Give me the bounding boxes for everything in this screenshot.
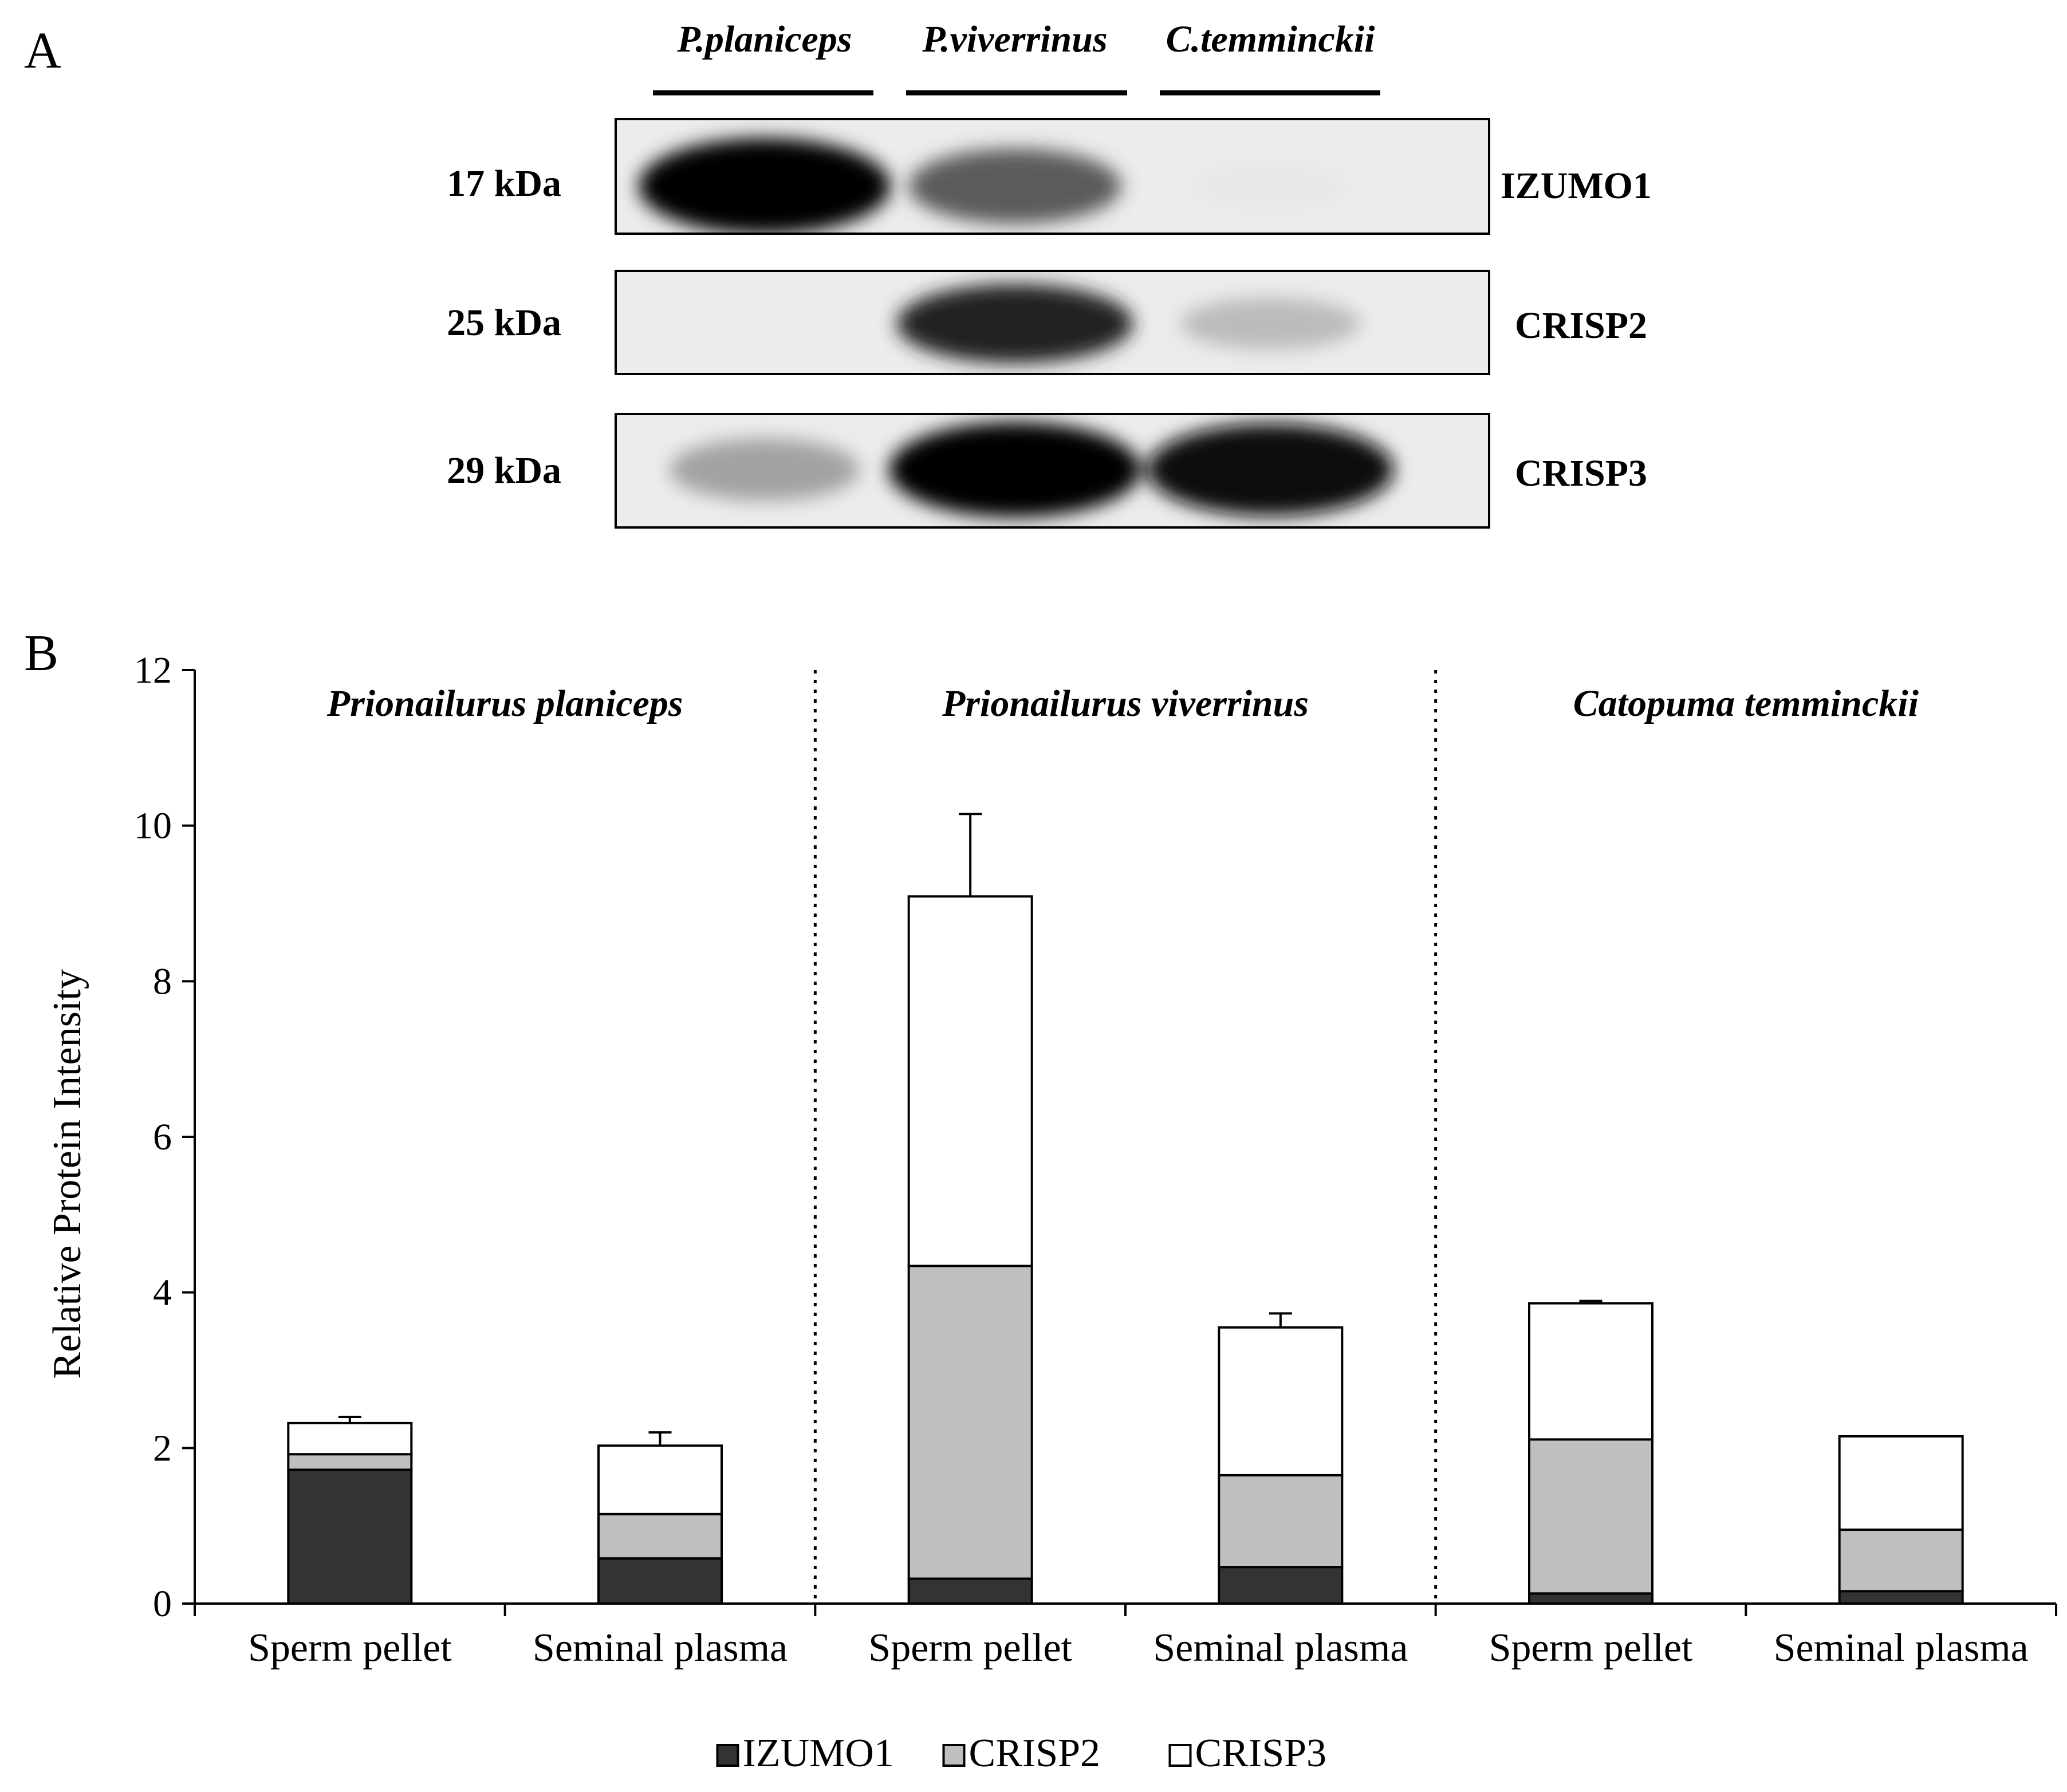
species-headers: P.planiceps P.viverrinus C.temminckii	[653, 18, 1380, 96]
legend-swatch	[1168, 1744, 1192, 1767]
blot-band	[670, 438, 860, 501]
blot-kda-label: 25 kDa	[447, 302, 561, 344]
bar-segment	[597, 1513, 723, 1560]
bar-segment	[1838, 1435, 1964, 1531]
legend-label: CRISP3	[1195, 1731, 1327, 1775]
x-tick-label: Sperm pellet	[868, 1626, 1072, 1670]
y-tick-label: 10	[134, 805, 172, 847]
blot-band	[908, 148, 1121, 224]
bar-segment	[1528, 1302, 1653, 1441]
blot-band	[896, 283, 1133, 364]
legend-swatch	[716, 1744, 739, 1767]
y-tick-label: 12	[134, 649, 172, 691]
legend-label: CRISP2	[969, 1731, 1101, 1775]
y-tick-label: 4	[153, 1272, 172, 1314]
species-label-1: P.viverrinus	[922, 18, 1107, 60]
bar-segment	[1218, 1566, 1344, 1605]
blot-frame	[615, 270, 1490, 375]
species-label-2: C.temminckii	[1166, 18, 1376, 60]
blot-protein-label: CRISP2	[1515, 305, 1647, 346]
panel-b-label: B	[24, 625, 58, 682]
blot-bands	[896, 283, 1360, 364]
x-tick-label: Seminal plasma	[533, 1626, 788, 1670]
blot-protein-label: CRISP3	[1515, 452, 1647, 494]
y-tick-label: 6	[153, 1116, 172, 1158]
blot-frame	[615, 118, 1490, 235]
y-tick-label: 0	[153, 1583, 172, 1625]
species-label-0: P.planiceps	[677, 18, 852, 60]
stacked-bar-chart: 0 2 4 6 8 10 12 Prionailurus planiceps Prionailu…	[134, 649, 2057, 1775]
x-tick-label: Seminal plasma	[1774, 1626, 2029, 1670]
x-tick-label: Seminal plasma	[1153, 1626, 1408, 1670]
legend-label: IZUMO1	[743, 1731, 894, 1775]
blot-band	[1194, 164, 1346, 208]
bar-segment	[1218, 1474, 1344, 1569]
bar-segment	[1528, 1592, 1653, 1605]
bar-segment	[1528, 1438, 1653, 1595]
blot-bands	[639, 138, 1346, 234]
y-axis-label: Relative Protein Intensity	[45, 969, 89, 1379]
blot-bands	[670, 422, 1394, 518]
blot-row-crisp2: 25 kDa CRISP2	[447, 270, 1647, 375]
bar-segment	[287, 1453, 413, 1471]
blot-frame	[615, 413, 1490, 529]
blot-band	[889, 422, 1141, 518]
bar-segment	[287, 1468, 413, 1605]
blot-band	[1180, 297, 1360, 350]
bar-segment	[1838, 1528, 1964, 1593]
legend: IZUMO1 CRISP2 CRISP3	[716, 1731, 1327, 1775]
group-title: Catopuma temminckii	[1573, 683, 1919, 724]
legend-swatch	[942, 1744, 966, 1767]
blot-band	[1147, 423, 1394, 516]
bar-segment	[287, 1421, 413, 1456]
group-title: Prionailurus viverrinus	[942, 683, 1309, 724]
y-tick-label: 8	[153, 960, 172, 1002]
bar-segment	[597, 1557, 723, 1605]
bar-segment	[597, 1444, 723, 1515]
group-title: Prionailurus planiceps	[326, 683, 683, 724]
y-tick-label: 2	[153, 1427, 172, 1469]
bar-segment	[1838, 1590, 1964, 1605]
bar-segment	[907, 1577, 1033, 1605]
x-tick-label: Sperm pellet	[1489, 1626, 1693, 1670]
x-tick-label: Sperm pellet	[248, 1626, 452, 1670]
bar-segment	[907, 1265, 1033, 1580]
blot-band	[639, 138, 891, 234]
blot-row-crisp3: 29 kDa CRISP3	[447, 413, 1647, 529]
blot-protein-label: IZUMO1	[1501, 165, 1652, 207]
blot-kda-label: 29 kDa	[447, 450, 561, 491]
bar-segment	[907, 895, 1033, 1267]
blot-kda-label: 17 kDa	[447, 163, 561, 204]
panel-a-label: A	[24, 22, 61, 79]
panel-b: B Relative Protein Intensity 0 2 4 6 8 10 12 Pr…	[24, 625, 2057, 1775]
bar-segment	[1218, 1326, 1344, 1476]
blot-row-izumo1: 17 kDa IZUMO1	[447, 118, 1652, 235]
panel-a: A P.planiceps P.viverrinus C.temminckii …	[24, 18, 1652, 529]
